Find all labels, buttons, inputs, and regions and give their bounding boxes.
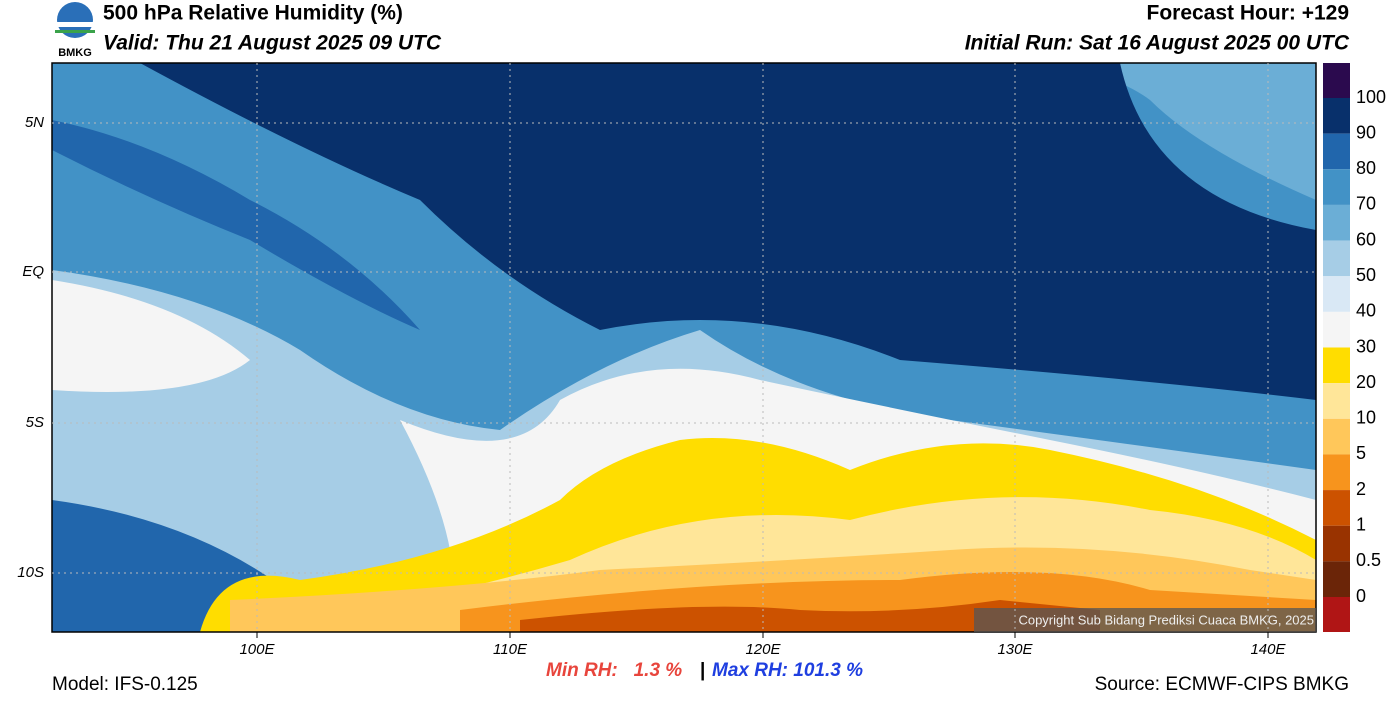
initial-run: Initial Run: Sat 16 August 2025 00 UTC	[965, 32, 1350, 55]
colorbar-segment	[1323, 204, 1350, 241]
colorbar-segment	[1323, 561, 1350, 597]
colorbar-label: 60	[1356, 229, 1376, 249]
colorbar-label: 80	[1356, 158, 1376, 178]
colorbar-segment	[1323, 347, 1350, 384]
colorbar-segment	[1323, 454, 1350, 491]
colorbar-label: 20	[1356, 372, 1376, 392]
lon-label: 120E	[745, 641, 781, 658]
lon-label: 110E	[493, 641, 528, 658]
min-rh: Min RH: 1.3 %	[546, 660, 682, 681]
lon-label: 100E	[239, 641, 275, 658]
colorbar-label: 90	[1356, 122, 1376, 142]
colorbar-segment	[1323, 311, 1350, 348]
copyright-box	[974, 608, 1316, 632]
lat-label: 5S	[26, 414, 44, 431]
title: 500 hPa Relative Humidity (%)	[103, 2, 403, 25]
colorbar-segment	[1323, 169, 1350, 205]
colorbar-segment	[1323, 490, 1350, 526]
model: Model: IFS-0.125	[52, 674, 198, 695]
colorbar-segment	[1323, 98, 1350, 134]
colorbar-label: 2	[1356, 479, 1366, 499]
lat-label: EQ	[22, 263, 44, 280]
colorbar-label: 0.5	[1356, 550, 1381, 570]
colorbar-label: 1	[1356, 514, 1366, 534]
lon-label: 130E	[997, 641, 1033, 658]
humidity-field	[52, 63, 1316, 632]
colorbar-label: 10	[1356, 408, 1376, 428]
colorbar-label: 40	[1356, 301, 1376, 321]
colorbar-segment	[1323, 133, 1350, 170]
colorbar-segment	[1323, 383, 1350, 419]
colorbar-label: 0	[1356, 586, 1366, 606]
colorbar-label: 30	[1356, 336, 1376, 356]
lon-label: 140E	[1250, 641, 1286, 658]
colorbar-segment	[1323, 63, 1350, 98]
map-frame	[51, 62, 1317, 633]
colorbar-segment	[1323, 597, 1350, 632]
copyright: Copyright Sub Bidang Prediksi Cuaca BMKG…	[1018, 612, 1314, 627]
lat-label: 10S	[17, 564, 44, 581]
colorbar-segment	[1323, 525, 1350, 562]
logo-text: BMKG	[58, 47, 92, 59]
separator: |	[700, 660, 705, 681]
colorbar-segment	[1323, 240, 1350, 277]
forecast-hour: Forecast Hour: +129	[1147, 2, 1350, 25]
colorbar-label: 70	[1356, 194, 1376, 214]
colorbar-segment	[1323, 276, 1350, 312]
max-rh: Max RH: 101.3 %	[712, 660, 863, 681]
source: Source: ECMWF-CIPS BMKG	[1095, 674, 1349, 695]
valid-time: Valid: Thu 21 August 2025 09 UTC	[103, 32, 442, 55]
logo: BMKG	[55, 2, 95, 59]
colorbar-label: 5	[1356, 443, 1366, 463]
colorbar-label: 50	[1356, 265, 1376, 285]
lat-label: 5N	[25, 114, 44, 131]
colorbar-label: 100	[1356, 87, 1386, 107]
colorbar-segment	[1323, 418, 1350, 455]
